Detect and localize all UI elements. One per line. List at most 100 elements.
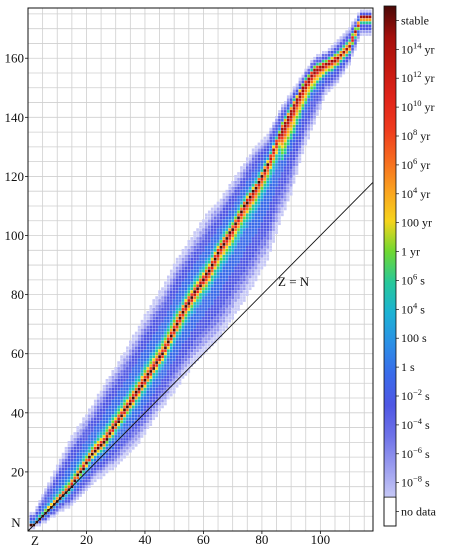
nuclide-cell <box>237 219 240 223</box>
nuclide-cell <box>79 443 82 447</box>
nuclide-cell <box>70 473 74 477</box>
nuclide-cell <box>207 343 211 347</box>
nuclide-cell <box>178 272 182 276</box>
nuclide-cell <box>292 151 296 155</box>
nuclide-cell <box>228 263 232 267</box>
nuclide-cell <box>126 420 129 423</box>
nuclide-cell <box>123 455 126 459</box>
nuclide-cell <box>76 455 80 459</box>
nuclide-cell <box>278 121 281 125</box>
nuclide-cell <box>213 254 217 258</box>
nuclide-cell <box>91 405 94 409</box>
nuclide-cell <box>339 56 343 60</box>
nuclide-cell <box>205 328 208 332</box>
nuclide-cell <box>213 257 217 261</box>
nuclide-cell <box>321 92 325 96</box>
nuclide-cell <box>131 343 135 347</box>
nuclide-cell <box>368 12 372 16</box>
nuclide-cell <box>131 361 135 364</box>
nuclide-cell <box>111 414 115 418</box>
nuclide-cell <box>228 237 232 240</box>
nuclide-cell <box>190 308 194 311</box>
nuclide-cell <box>96 473 100 477</box>
nuclide-cell <box>161 328 164 332</box>
nuclide-cell <box>187 313 191 317</box>
nuclide-cell <box>29 523 33 527</box>
nuclide-cell <box>152 308 156 311</box>
nuclide-cell <box>295 148 299 152</box>
nuclide-cell <box>85 467 88 471</box>
nuclide-cell <box>140 367 144 370</box>
nuclide-cell <box>184 254 188 258</box>
nuclide-cell <box>158 373 161 376</box>
nuclide-cell <box>292 160 296 163</box>
nuclide-cell <box>129 343 132 347</box>
nuclide-cell <box>102 441 106 444</box>
nuclide-cell <box>193 322 196 326</box>
nuclide-cell <box>295 127 299 131</box>
nuclide-cell <box>316 110 319 113</box>
nuclide-cell <box>91 435 94 438</box>
nuclide-cell <box>205 228 208 231</box>
nuclide-cell <box>137 423 141 426</box>
nuclide-cell <box>184 340 188 344</box>
nuclide-cell <box>205 246 208 249</box>
nuclide-cell <box>202 293 205 296</box>
nuclide-cell <box>155 343 158 347</box>
nuclide-cell <box>123 423 126 426</box>
nuclide-cell <box>260 228 264 231</box>
nuclide-cell <box>210 302 214 305</box>
nuclide-cell <box>278 198 281 202</box>
nuclide-cell <box>158 393 161 397</box>
nuclide-cell <box>257 160 261 163</box>
nuclide-cell <box>105 432 109 435</box>
nuclide-cell <box>295 118 299 122</box>
nuclide-cell <box>140 349 144 353</box>
nuclide-cell <box>117 384 120 388</box>
nuclide-cell <box>167 393 170 397</box>
nuclide-cell <box>275 178 278 181</box>
nuclide-cell <box>137 352 141 356</box>
nuclide-cell <box>254 260 258 264</box>
nuclide-cell <box>172 313 176 317</box>
nuclide-cell <box>310 83 313 87</box>
nuclide-cell <box>196 281 199 285</box>
nuclide-cell <box>123 381 126 385</box>
nuclide-cell <box>114 396 118 400</box>
nuclide-cell <box>272 237 275 240</box>
nuclide-cell <box>225 299 229 302</box>
nuclide-cell <box>254 154 258 158</box>
nuclide-cell <box>134 361 138 364</box>
nuclide-cell <box>316 83 319 87</box>
nuclide-cell <box>76 491 80 494</box>
nuclide-cell <box>88 458 91 462</box>
nuclide-cell <box>85 458 88 462</box>
nuclide-cell <box>169 364 173 367</box>
nuclide-cell <box>207 331 211 335</box>
nuclide-cell <box>298 118 302 122</box>
nuclide-cell <box>260 192 264 196</box>
nuclide-cell <box>70 438 74 441</box>
nuclide-cell <box>342 68 346 72</box>
nuclide-cell <box>216 313 220 317</box>
nuclide-cell <box>96 476 100 480</box>
nuclide-cell <box>213 219 217 223</box>
nuclide-cell <box>184 296 188 299</box>
nuclide-cell <box>117 414 120 418</box>
nuclide-cell <box>190 361 194 364</box>
nuclide-cell <box>254 243 258 246</box>
nuclide-cell <box>64 485 68 489</box>
nuclide-cell <box>359 24 363 28</box>
nuclide-cell <box>82 426 85 429</box>
nuclide-cell <box>266 234 270 237</box>
nuclide-cell <box>289 118 293 122</box>
nuclide-cell <box>324 53 328 57</box>
nuclide-cell <box>193 311 196 314</box>
nuclide-cell <box>310 124 313 128</box>
nuclide-cell <box>245 284 249 288</box>
nuclide-cell <box>219 222 223 226</box>
nuclide-cell <box>79 494 82 497</box>
nuclide-cell <box>172 308 176 311</box>
nuclide-cell <box>222 266 226 270</box>
